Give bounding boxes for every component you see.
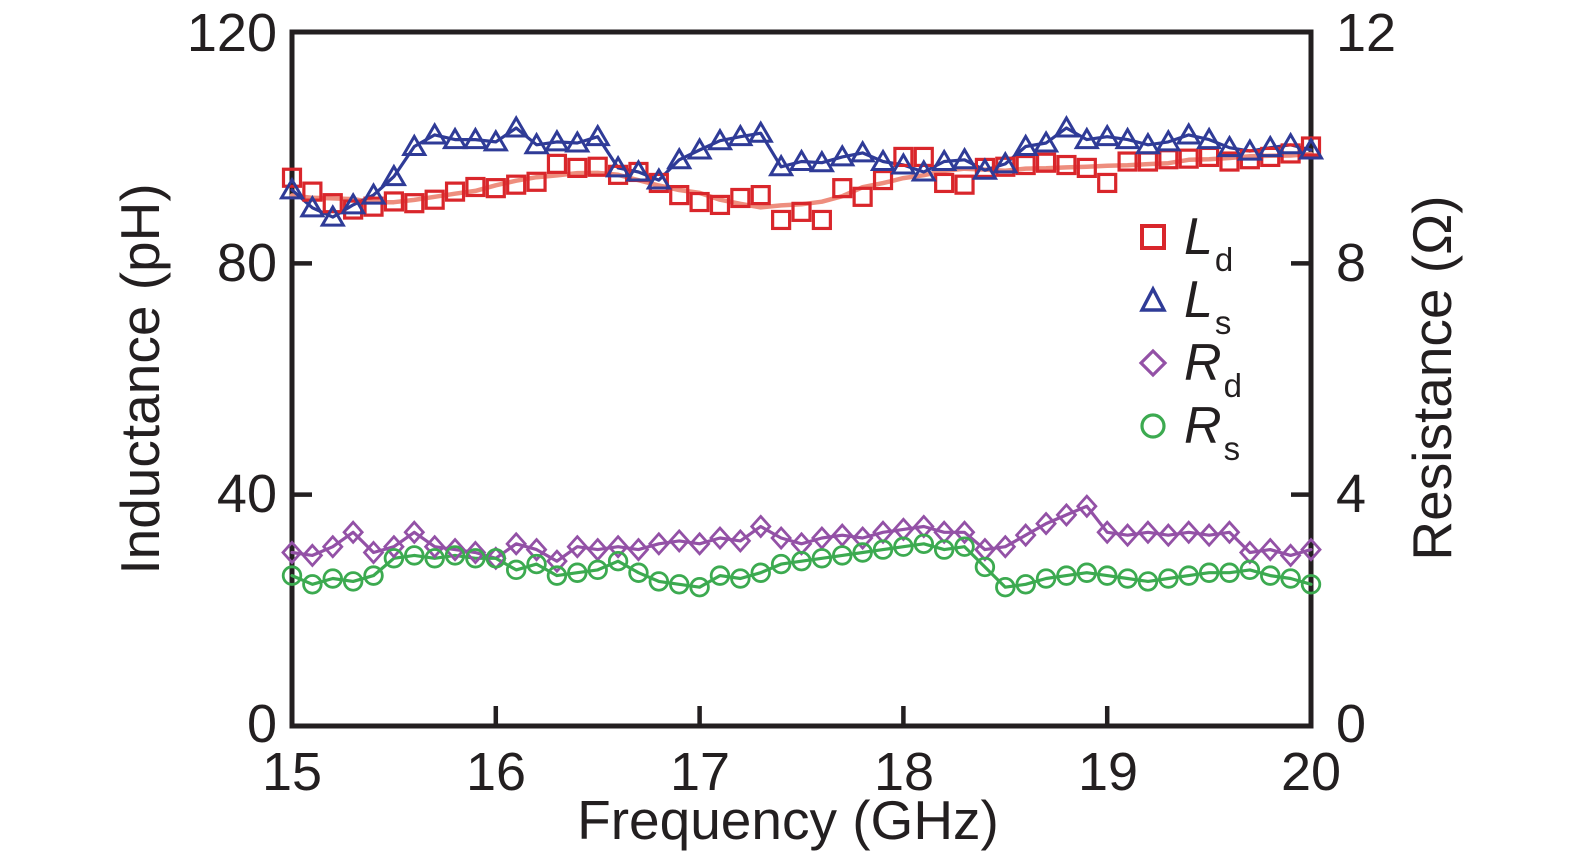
xtick-17: 17 bbox=[669, 742, 731, 802]
legend-row-ls: Ls bbox=[1138, 268, 1240, 341]
legend-row-rs: Rs bbox=[1138, 394, 1241, 467]
legend-label-ld: Ld bbox=[1184, 207, 1234, 278]
left-ytick-120: 120 bbox=[186, 3, 277, 63]
right-ytick-0: 0 bbox=[1336, 694, 1367, 754]
left-ytick-40: 40 bbox=[216, 464, 277, 524]
legend-marker-square-icon bbox=[1138, 222, 1168, 252]
legend-row-rd: Rd bbox=[1138, 331, 1242, 404]
x-axis-title: Frequency (GHz) bbox=[577, 789, 999, 851]
legend-label-rd: Rd bbox=[1184, 333, 1242, 404]
legend-label-rs: Rs bbox=[1184, 396, 1241, 467]
xtick-15: 15 bbox=[261, 742, 323, 802]
xtick-16: 16 bbox=[465, 742, 527, 802]
legend-label-ls: Ls bbox=[1184, 270, 1232, 341]
legend-marker-diamond-icon bbox=[1138, 348, 1168, 378]
left-ytick-0: 0 bbox=[246, 694, 277, 754]
legend-marker-triangle-icon bbox=[1138, 284, 1168, 315]
right-ytick-12: 12 bbox=[1336, 3, 1397, 63]
legend-row-ld: Ld bbox=[1138, 205, 1240, 278]
xtick-18: 18 bbox=[873, 742, 935, 802]
legend: Ld Ls Rd Rs bbox=[1138, 205, 1242, 467]
xtick-19: 19 bbox=[1077, 742, 1139, 802]
left-axis-title: Inductance (pH) bbox=[109, 183, 171, 575]
right-axis-title: Resistance (Ω) bbox=[1401, 195, 1463, 561]
left-ytick-80: 80 bbox=[216, 233, 277, 293]
right-ytick-4: 4 bbox=[1336, 464, 1367, 524]
right-ytick-8: 8 bbox=[1336, 233, 1367, 293]
xtick-20: 20 bbox=[1280, 742, 1342, 802]
legend-marker-circle-icon bbox=[1138, 411, 1168, 441]
